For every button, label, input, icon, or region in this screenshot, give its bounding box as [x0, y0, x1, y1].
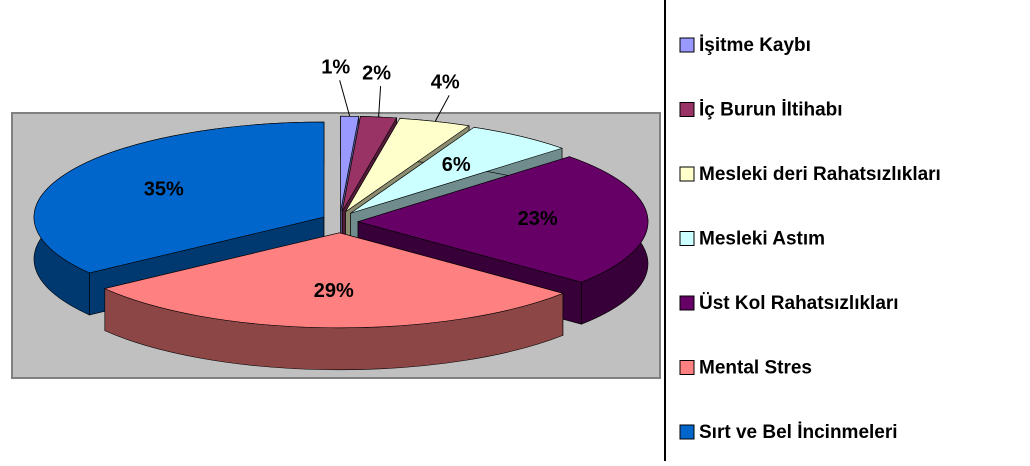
- pie-tops: [33, 115, 649, 329]
- legend: İşitme Kaybı İç Burun İltihabı Mesleki der…: [679, 35, 941, 443]
- legend-label: Mental Stres: [699, 358, 812, 379]
- slice: [356, 156, 649, 283]
- leader-line: [339, 80, 351, 117]
- data-label: 2%: [362, 62, 391, 84]
- data-label: 29%: [314, 280, 354, 302]
- data-label: 1%: [321, 57, 350, 79]
- legend-label: İç Burun İltihabı: [699, 100, 843, 121]
- legend-swatch: [679, 231, 695, 246]
- legend-swatch: [679, 102, 695, 117]
- data-label: 6%: [442, 154, 471, 176]
- legend-label: Sırt ve Bel İncinmeleri: [699, 422, 898, 443]
- legend-label: Mesleki Astım: [699, 229, 825, 250]
- legend-swatch: [679, 166, 695, 182]
- legend-swatch: [679, 360, 695, 375]
- data-label: 4%: [431, 72, 460, 94]
- legend-swatch: [679, 424, 695, 440]
- data-label: 35%: [144, 179, 184, 201]
- data-label: 23%: [518, 208, 558, 230]
- labels: 1% 2% 4% 6% 23% 29% 35%: [144, 57, 558, 302]
- slice: [33, 121, 325, 274]
- legend-label: İşitme Kaybı: [699, 35, 811, 56]
- slice: [103, 232, 564, 329]
- slice: [350, 126, 563, 214]
- leader-line: [378, 86, 382, 118]
- legend-label: Mesleki deri Rahatsızlıkları: [699, 164, 941, 185]
- leader-line: [434, 95, 450, 122]
- slice: [341, 116, 398, 212]
- legend-label: Üst Kol Rahatsızlıkları: [699, 293, 899, 314]
- legend-swatch: [679, 295, 695, 311]
- legend-swatch: [679, 37, 695, 53]
